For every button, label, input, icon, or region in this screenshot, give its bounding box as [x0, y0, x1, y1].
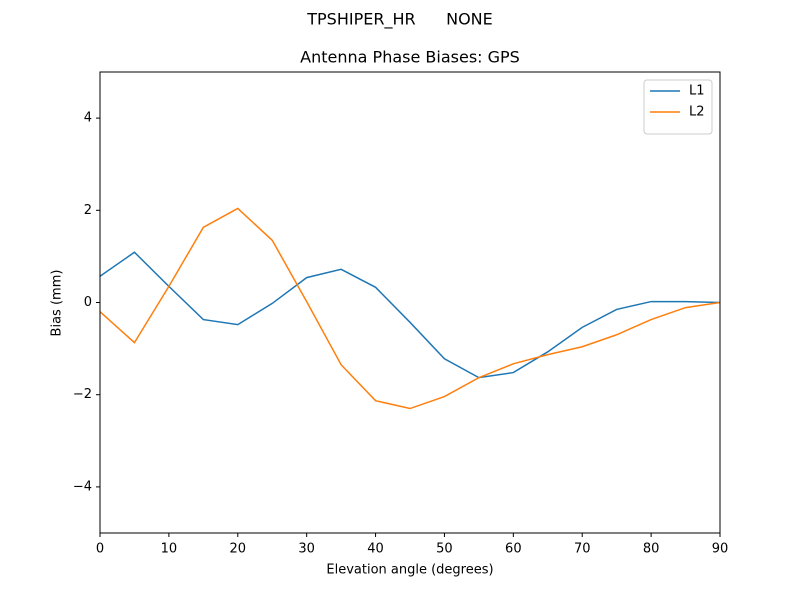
y-axis-label: Bias (mm) — [50, 270, 65, 337]
y-tick-label: 2 — [84, 203, 92, 218]
plot-frame — [99, 71, 721, 534]
y-tick-label: 0 — [84, 295, 92, 310]
x-tick-label: 70 — [574, 542, 591, 557]
y-tick-label: 4 — [84, 111, 92, 126]
legend-box — [643, 79, 713, 135]
x-tick-label: 20 — [230, 542, 247, 557]
x-tick-label: 40 — [367, 542, 384, 557]
x-tick-label: 80 — [643, 542, 660, 557]
series-line — [99, 207, 721, 410]
series-line — [99, 251, 721, 379]
suptitle: TPSHIPER_HR NONE — [306, 10, 493, 30]
legend-label: L2 — [689, 105, 705, 120]
x-tick-label: 30 — [298, 542, 315, 557]
x-axis-label: Elevation angle (degrees) — [326, 563, 493, 578]
x-tick-label: 10 — [161, 542, 178, 557]
y-tick-label: −4 — [73, 479, 92, 494]
x-tick-label: 0 — [96, 542, 104, 557]
legend-label: L1 — [689, 84, 705, 99]
x-tick-label: 90 — [712, 542, 729, 557]
x-tick-label: 60 — [505, 542, 522, 557]
x-tick-label: 50 — [436, 542, 453, 557]
y-tick-label: −2 — [73, 387, 92, 402]
chart-title: Antenna Phase Biases: GPS — [300, 48, 520, 67]
